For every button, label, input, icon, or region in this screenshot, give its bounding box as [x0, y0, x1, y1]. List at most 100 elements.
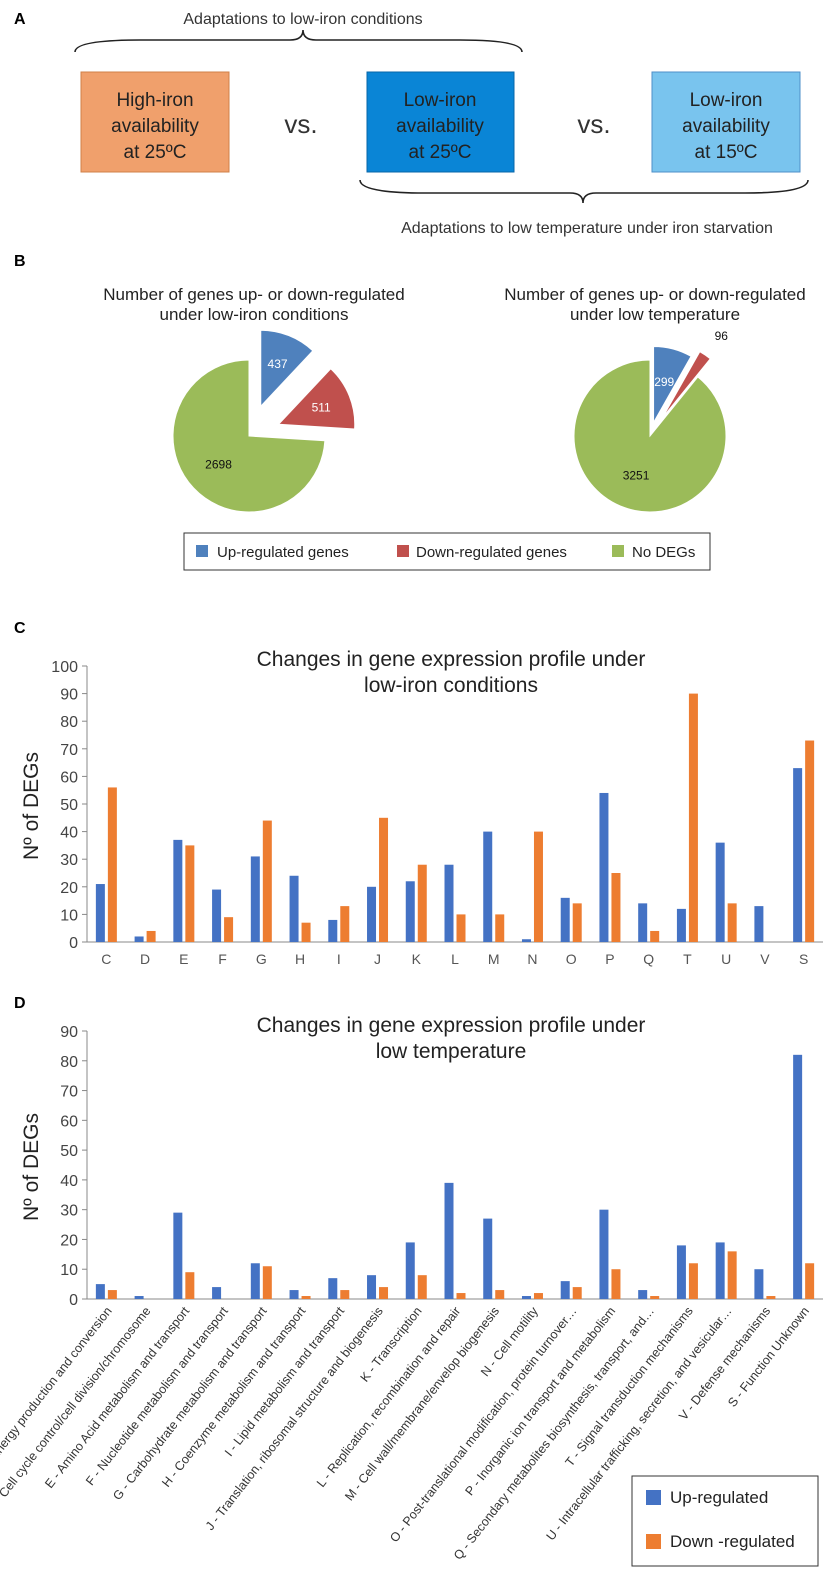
bar-down-0 — [107, 1290, 117, 1299]
bar-up-13 — [599, 1209, 609, 1299]
x-tick-label-17: V — [760, 951, 770, 967]
bar-legend-down-swatch — [646, 1534, 661, 1549]
bar-legend-box — [631, 1475, 819, 1567]
x-tick-label-3: F — [218, 951, 227, 967]
bar-down-12 — [572, 903, 582, 942]
legend-nodegs-label: No DEGs — [632, 544, 695, 561]
bar-down-7 — [379, 817, 389, 942]
chart-c-title-line-1: Changes in gene expression profile under — [257, 648, 646, 671]
box-low-iron-25-text: Low-iron availability at 25ºC — [396, 90, 484, 163]
y-tick-label: 10 — [60, 907, 78, 924]
y-tick-label: 70 — [60, 1084, 78, 1101]
pie-1-title-line-1: Number of genes up- or down-regulated — [103, 285, 404, 304]
y-tick-label: 20 — [60, 1232, 78, 1249]
bar-down-15 — [688, 1263, 698, 1299]
pie1-value-label-0: 437 — [268, 357, 288, 371]
bar-down-14 — [650, 930, 660, 942]
x-tick-label-0: C — [101, 951, 111, 967]
bar-legend-up-label: Up-regulated — [670, 1488, 768, 1507]
box-2-line-1: Low-iron — [404, 90, 477, 111]
vs-label-2: vs. — [577, 109, 610, 139]
box-low-iron-15 — [651, 71, 801, 173]
y-tick-label: 50 — [60, 797, 78, 814]
x-tick-label-18: S — [799, 951, 808, 967]
bar-up-5 — [289, 1290, 299, 1299]
bar-down-1 — [146, 930, 156, 942]
panel-a-letter: A — [14, 11, 26, 28]
bar-down-8 — [417, 864, 427, 942]
y-tick-label: 60 — [60, 1113, 78, 1130]
y-tick-label: 10 — [60, 1262, 78, 1279]
bar-down-12 — [572, 1287, 582, 1299]
bar-down-5 — [301, 1296, 311, 1299]
box-1-line-1: High-iron — [116, 90, 193, 111]
x-tick-label-1: D — [140, 951, 150, 967]
bar-up-6 — [328, 919, 338, 942]
y-tick-label: 30 — [60, 1203, 78, 1220]
y-tick-label: 100 — [51, 659, 78, 676]
panel-d-letter: D — [14, 995, 26, 1012]
bar-up-0 — [95, 1284, 105, 1299]
top-brace-label: Adaptations to low-iron conditions — [183, 11, 422, 28]
x-tick-label-12: O - Post-translational modification, pro… — [387, 1304, 579, 1545]
legend-down-label: Down-regulated genes — [416, 544, 567, 561]
x-tick-label-11: N — [527, 951, 537, 967]
x-tick-label-3: F - Nucleotide metabolism and transport — [83, 1304, 231, 1488]
bar-down-16 — [727, 1251, 737, 1299]
box-low-iron-25 — [366, 71, 515, 173]
bar-down-3 — [224, 917, 234, 942]
y-tick-label: 90 — [60, 687, 78, 704]
bar-up-15 — [676, 908, 686, 942]
top-brace — [74, 29, 523, 53]
pie2-slice-no-degs — [573, 359, 727, 513]
bar-up-1 — [134, 1296, 144, 1299]
bar-up-16 — [715, 842, 725, 942]
bar-up-4 — [250, 1263, 260, 1299]
x-tick-label-13: P — [605, 951, 614, 967]
pie2-value-label-1: 96 — [715, 329, 729, 343]
bar-down-6 — [340, 906, 350, 942]
bar-down-14 — [650, 1296, 660, 1299]
bar-up-10 — [483, 1218, 493, 1299]
bar-down-17 — [766, 1296, 776, 1299]
bar-up-9 — [444, 864, 454, 942]
panel-a: A Adaptations to low-iron conditions Hig… — [14, 11, 809, 237]
bar-up-2 — [173, 839, 183, 942]
bar-up-17 — [754, 1269, 764, 1299]
x-tick-label-7: J - Translation, ribosomal structure and… — [203, 1304, 386, 1533]
y-tick-label: 20 — [60, 880, 78, 897]
pie-legend-box — [183, 532, 711, 571]
box-high-iron-25 — [80, 71, 230, 173]
bar-up-15 — [676, 1245, 686, 1299]
bar-down-13 — [611, 1269, 621, 1299]
box-3-line-1: Low-iron — [690, 90, 763, 111]
bar-down-9 — [456, 1293, 466, 1299]
box-low-iron-15-text: Low-iron availability at 15ºC — [682, 90, 770, 163]
bar-down-2 — [185, 1272, 195, 1299]
y-tick-label: 0 — [69, 935, 78, 952]
y-tick-label: 60 — [60, 769, 78, 786]
bar-down-2 — [185, 845, 195, 942]
x-tick-label-14: Q — [643, 951, 654, 967]
y-tick-label: 80 — [60, 714, 78, 731]
bar-up-8 — [405, 1242, 415, 1299]
x-tick-label-16: U — [721, 951, 731, 967]
x-tick-label-12: O — [566, 951, 577, 967]
panel-c: C Changes in gene expression profile und… — [14, 620, 823, 967]
bar-down-11 — [533, 831, 543, 942]
pie1-value-label-1: 511 — [312, 400, 331, 414]
panel-b-letter: B — [14, 253, 26, 270]
legend-up-swatch — [196, 545, 208, 557]
box-1-line-3: at 25ºC — [124, 142, 187, 163]
bar-down-4 — [262, 820, 272, 942]
bar-down-15 — [688, 693, 698, 942]
bar-up-5 — [289, 875, 299, 942]
legend-nodegs-swatch — [612, 545, 624, 557]
bar-down-9 — [456, 914, 466, 942]
bar-up-3 — [212, 1287, 222, 1299]
bar-up-17 — [754, 906, 764, 942]
x-tick-label-7: J — [374, 951, 381, 967]
bar-down-13 — [611, 873, 621, 942]
pie-chart-low-iron: 437 511 2698 — [172, 329, 356, 513]
